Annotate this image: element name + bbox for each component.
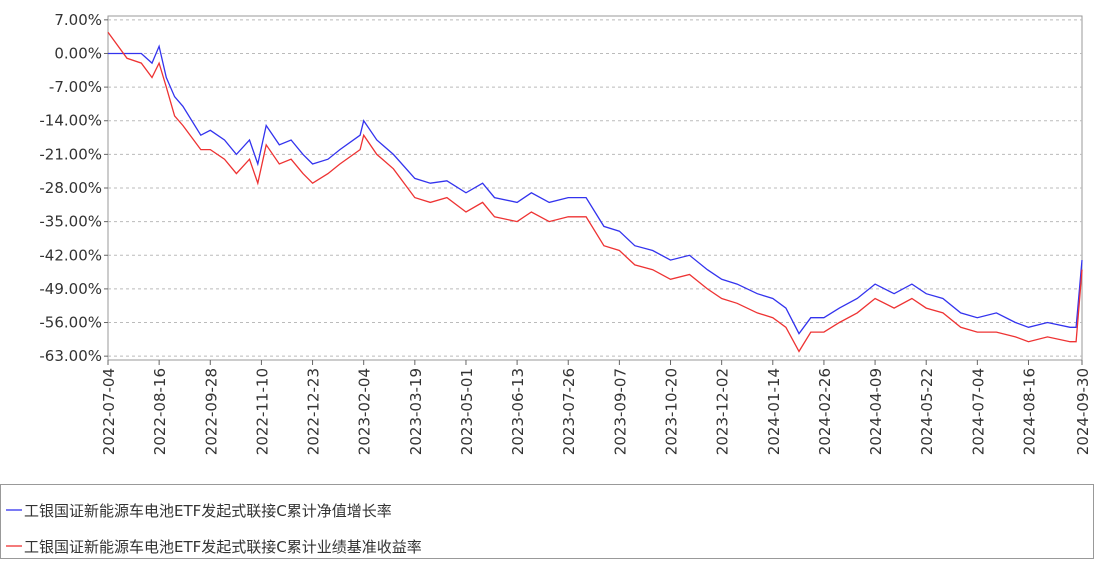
x-tick-label: 2023-12-02 (714, 368, 732, 455)
y-tick-label: -42.00% (39, 246, 102, 264)
y-tick-label: -21.00% (39, 145, 102, 163)
x-tick-label: 2023-03-19 (407, 368, 425, 455)
series-line (107, 31, 1083, 353)
y-tick-label: -28.00% (39, 179, 102, 197)
x-tick-label: 2024-02-26 (816, 368, 834, 455)
x-tick-label: 2024-05-22 (918, 368, 936, 455)
series-line (108, 44, 1083, 335)
x-tick-label: 2022-08-16 (151, 368, 169, 455)
y-tick-label: -14.00% (39, 112, 102, 130)
y-tick-label: 7.00% (54, 11, 102, 29)
y-tick-label: -63.00% (39, 347, 102, 365)
x-tick-label: 2024-08-16 (1020, 368, 1038, 455)
x-tick-label: 2023-02-04 (356, 368, 374, 455)
x-tick-label: 2023-09-07 (611, 368, 629, 455)
legend-label: 工银国证新能源车电池ETF发起式联接C累计业绩基准收益率 (24, 538, 422, 556)
x-tick-label: 2022-07-04 (100, 368, 118, 455)
x-tick-label: 2022-11-10 (253, 368, 271, 455)
x-tick-label: 2022-09-28 (202, 368, 220, 455)
y-tick-label: -56.00% (39, 314, 102, 332)
x-tick-label: 2023-05-01 (458, 368, 476, 455)
x-tick-label: 2024-04-09 (867, 368, 885, 455)
legend-label: 工银国证新能源车电池ETF发起式联接C累计净值增长率 (24, 502, 392, 520)
x-tick-label: 2023-06-13 (509, 368, 527, 455)
y-tick-label: -49.00% (39, 280, 102, 298)
y-tick-label: -35.00% (39, 213, 102, 231)
legend-box (0, 484, 1094, 559)
x-tick-label: 2023-07-26 (560, 368, 578, 455)
x-tick-label: 2024-01-14 (765, 368, 783, 455)
y-tick-label: 0.00% (54, 44, 102, 62)
x-tick-label: 2022-12-23 (305, 368, 323, 455)
x-tick-label: 2023-10-20 (663, 368, 681, 455)
x-tick-label: 2024-07-04 (969, 368, 987, 455)
y-tick-label: -7.00% (49, 78, 102, 96)
x-tick-label: 2024-09-30 (1074, 368, 1092, 455)
